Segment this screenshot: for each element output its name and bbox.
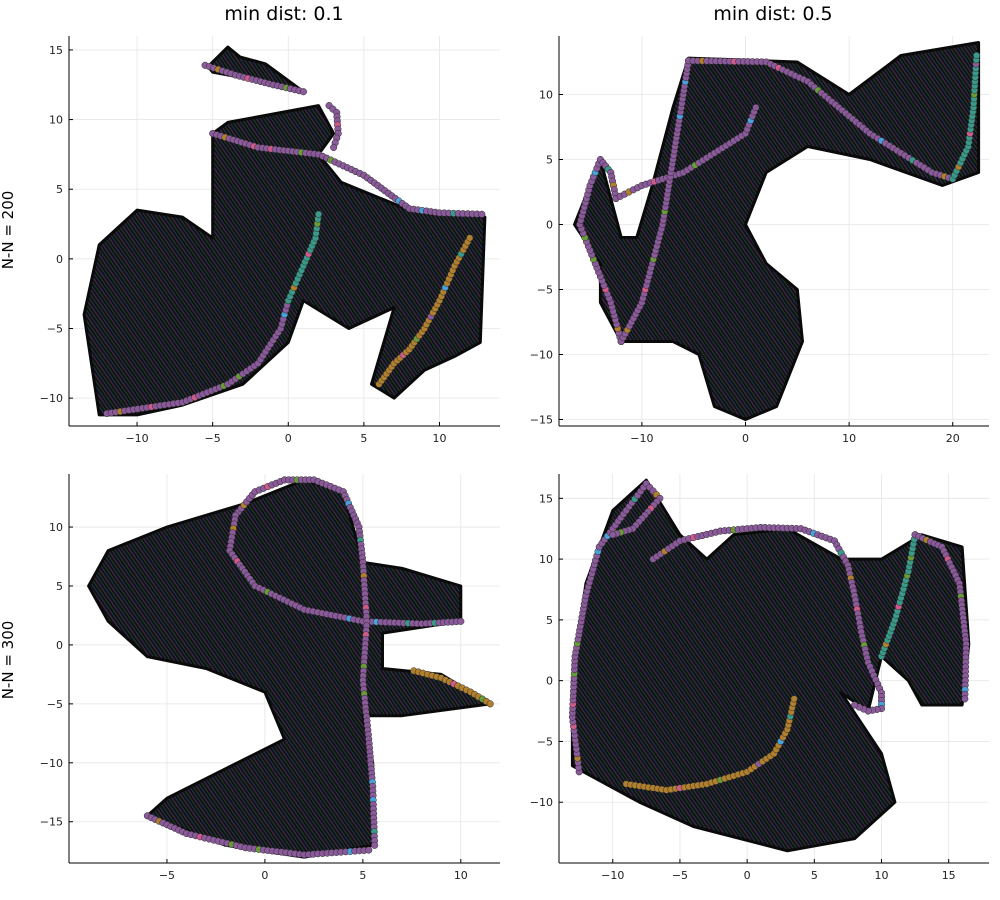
x-tick-label: −5 xyxy=(672,869,688,882)
scatter-point xyxy=(457,617,465,625)
y-tick-label: 0 xyxy=(546,675,553,688)
y-tick-label: 10 xyxy=(49,521,63,534)
scatter-point xyxy=(973,51,981,60)
y-tick-label: −10 xyxy=(40,392,63,405)
scatter-point xyxy=(466,234,474,242)
y-tick-label: −5 xyxy=(47,323,63,336)
x-tick-label: 5 xyxy=(811,869,818,882)
scatter-point xyxy=(371,841,379,849)
point-cloud-region xyxy=(87,478,492,859)
y-tick-label: −5 xyxy=(537,284,553,297)
point-cloud-region xyxy=(570,478,971,853)
scatter-point xyxy=(314,210,323,218)
column-title-min-dist-0-1: min dist: 0.1 xyxy=(224,3,343,25)
y-tick-label: 5 xyxy=(56,183,63,196)
scatter-point xyxy=(851,701,859,709)
y-tick-label: 15 xyxy=(49,44,63,57)
x-tick-label: 15 xyxy=(942,869,956,882)
x-tick-label: 0 xyxy=(744,869,751,882)
x-tick-label: −10 xyxy=(125,432,148,445)
y-tick-label: 15 xyxy=(539,492,553,505)
y-tick-label: 0 xyxy=(56,639,63,652)
x-tick-label: 10 xyxy=(842,432,856,445)
scatter-point xyxy=(478,210,486,218)
y-tick-label: 5 xyxy=(546,154,553,167)
scatter-point xyxy=(486,700,494,708)
point-cloud-region xyxy=(573,41,981,421)
scatter-point xyxy=(365,846,373,854)
y-tick-label: 0 xyxy=(546,219,553,232)
panel-top-right: −10 0 10 20 −15 −10 −5 0 5 10 xyxy=(530,36,989,445)
column-title-min-dist-0-5: min dist: 0.5 xyxy=(713,3,832,25)
scatter-point xyxy=(790,695,798,703)
x-tick-label: −5 xyxy=(159,869,175,882)
x-tick-label: 5 xyxy=(359,869,366,882)
y-tick-label: 5 xyxy=(546,614,553,627)
x-tick-label: 5 xyxy=(360,432,367,445)
panel-top-left: −10 −5 0 5 10 −10 −5 0 5 10 15 xyxy=(40,36,500,445)
y-tick-label: 5 xyxy=(56,580,63,593)
y-tick-label: −15 xyxy=(530,414,553,427)
y-tick-label: 10 xyxy=(539,553,553,566)
scatter-point xyxy=(752,103,760,112)
x-tick-label: 0 xyxy=(285,432,292,445)
y-tick-label: −15 xyxy=(40,816,63,829)
y-tick-label: −10 xyxy=(40,757,63,770)
row-label-nn-300: N-N = 300 xyxy=(0,621,17,700)
x-tick-label: −10 xyxy=(601,869,624,882)
y-tick-label: −10 xyxy=(530,349,553,362)
row-label-nn-200: N-N = 200 xyxy=(0,191,17,270)
scatter-point xyxy=(330,143,338,151)
y-tick-label: 10 xyxy=(49,114,63,127)
y-tick-label: 0 xyxy=(56,253,63,266)
x-tick-label: 0 xyxy=(742,432,749,445)
y-tick-label: 10 xyxy=(539,89,553,102)
y-tick-label: −10 xyxy=(530,796,553,809)
x-tick-label: 10 xyxy=(433,432,447,445)
scatter-point xyxy=(609,531,617,539)
x-tick-label: 0 xyxy=(261,869,268,882)
panel-bottom-right: −10 −5 0 5 10 15 −10 −5 0 5 10 15 xyxy=(530,474,989,882)
y-tick-label: −5 xyxy=(47,698,63,711)
x-tick-label: −10 xyxy=(630,432,653,445)
scatter-point xyxy=(299,88,307,96)
point-cloud-region xyxy=(206,45,305,94)
scatter-point xyxy=(961,695,969,703)
x-tick-label: 20 xyxy=(946,432,960,445)
x-tick-label: 10 xyxy=(875,869,889,882)
x-tick-label: 10 xyxy=(454,869,468,882)
x-tick-label: −5 xyxy=(205,432,221,445)
panel-bottom-left: −5 0 5 10 −15 −10 −5 0 5 10 xyxy=(40,474,500,882)
y-tick-label: −5 xyxy=(537,735,553,748)
